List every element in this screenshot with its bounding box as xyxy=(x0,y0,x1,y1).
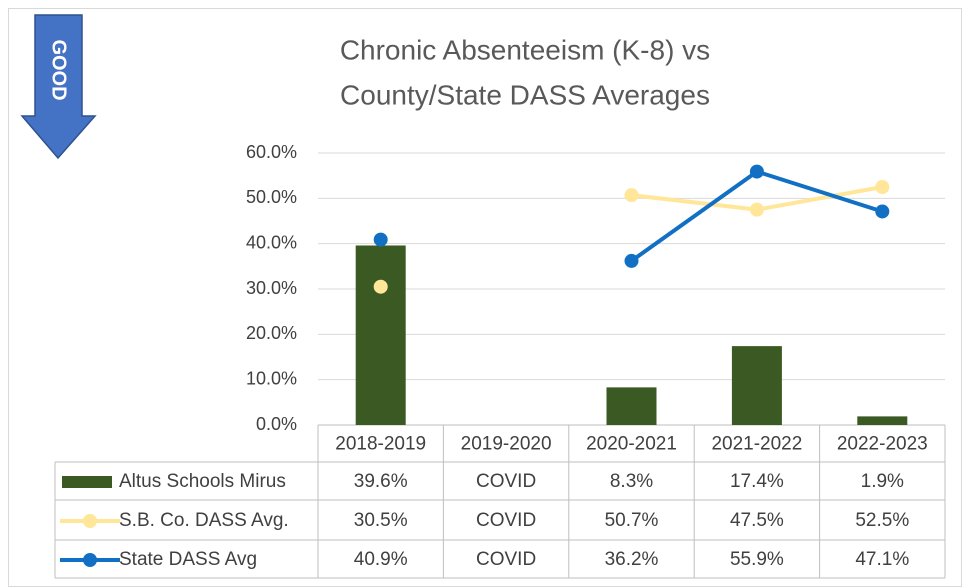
table-cell: 30.5% xyxy=(354,510,408,531)
bar xyxy=(857,416,908,425)
y-tick-label: 40.0% xyxy=(246,232,297,252)
y-tick-label: 10.0% xyxy=(246,368,297,388)
table-cell: 47.5% xyxy=(730,510,784,531)
legend-label: S.B. Co. DASS Avg. xyxy=(119,510,289,531)
line-marker xyxy=(624,188,639,203)
line-marker xyxy=(875,204,890,219)
table-cell: 40.9% xyxy=(354,549,408,570)
table-cell: 50.7% xyxy=(605,510,659,531)
x-tick-label: 2018-2019 xyxy=(335,434,426,455)
line-marker xyxy=(373,279,388,294)
x-tick-label: 2022-2023 xyxy=(837,434,928,455)
legend-label: Altus Schools Mirus xyxy=(119,471,286,492)
table-cell: 36.2% xyxy=(605,549,659,570)
table-cell: 8.3% xyxy=(610,471,653,492)
x-tick-label: 2021-2022 xyxy=(711,434,802,455)
legend-label: State DASS Avg xyxy=(119,549,257,570)
arrow-shape xyxy=(20,14,97,160)
y-tick-label: 20.0% xyxy=(246,323,297,343)
table-cell: 1.9% xyxy=(861,471,904,492)
legend-key xyxy=(62,476,112,488)
line-marker xyxy=(749,164,764,179)
table-cell: 52.5% xyxy=(855,510,909,531)
legend-key xyxy=(83,514,97,528)
table-cell: 55.9% xyxy=(730,549,784,570)
table-cell: 47.1% xyxy=(855,549,909,570)
chart-title: County/State DASS Averages xyxy=(340,79,710,110)
line-marker xyxy=(749,202,764,217)
y-tick-label: 50.0% xyxy=(246,187,297,207)
y-tick-label: 0.0% xyxy=(256,414,297,434)
table-cell: 39.6% xyxy=(354,471,408,492)
good-arrow: GOOD xyxy=(20,14,97,160)
table-cell: COVID xyxy=(476,549,536,570)
bar xyxy=(355,245,406,425)
bar xyxy=(606,387,657,425)
arrow-label: GOOD xyxy=(48,39,70,100)
legend-key xyxy=(83,553,97,567)
x-tick-label: 2020-2021 xyxy=(586,434,677,455)
table-cell: 17.4% xyxy=(730,471,784,492)
x-tick-label: 2019-2020 xyxy=(461,434,552,455)
line-marker xyxy=(875,180,890,194)
y-tick-label: 30.0% xyxy=(246,278,297,298)
table-cell: COVID xyxy=(476,510,536,531)
chart-title: Chronic Absenteeism (K-8) vs xyxy=(340,34,710,65)
chart-border xyxy=(8,8,962,587)
y-tick-label: 60.0% xyxy=(246,142,297,162)
bar xyxy=(731,346,782,425)
line-marker xyxy=(373,232,388,247)
line-marker xyxy=(624,253,639,268)
table-cell: COVID xyxy=(476,471,536,492)
